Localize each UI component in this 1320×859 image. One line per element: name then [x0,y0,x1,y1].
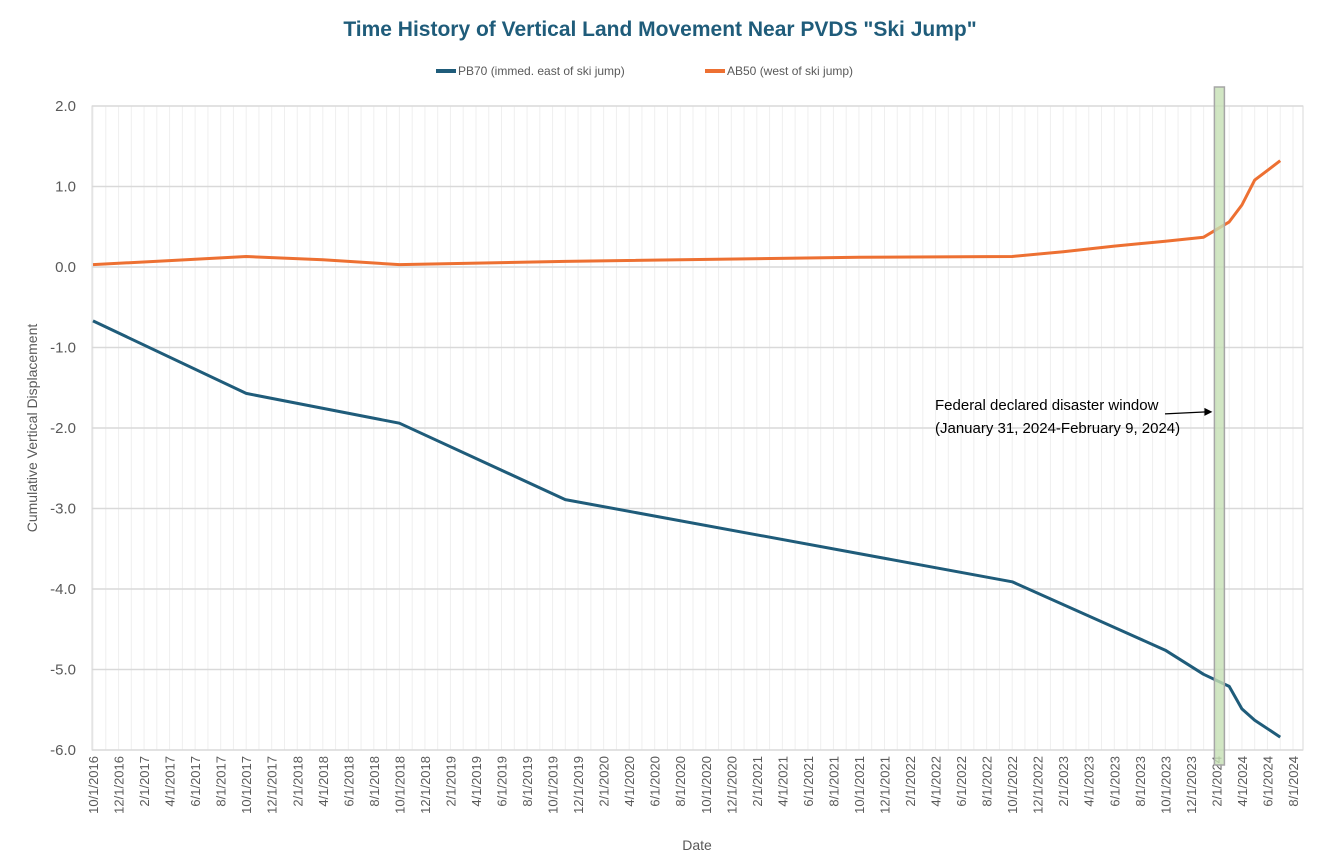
x-tick-label: 4/1/2020 [622,756,637,807]
y-axis-label: Cumulative Vertical Displacement [24,324,40,533]
x-tick-label: 8/1/2018 [367,756,382,807]
x-tick-label: 10/1/2022 [1005,756,1020,814]
x-tick-label: 4/1/2018 [316,756,331,807]
x-tick-label: 6/1/2021 [801,756,816,807]
x-tick-label: 2/1/2018 [290,756,305,807]
x-tick-label: 8/1/2021 [826,756,841,807]
series-line-ab50 [92,159,1282,267]
y-tick-label: 2.0 [55,98,76,115]
x-tick-label: 10/1/2016 [86,756,101,814]
x-tick-label: 12/1/2016 [112,756,127,814]
x-tick-label: 12/1/2023 [1184,756,1199,814]
x-tick-label: 4/1/2019 [469,756,484,807]
x-tick-label: 8/1/2017 [214,756,229,807]
x-tick-label: 10/1/2017 [239,756,254,814]
disaster-window-highlight [1213,86,1226,766]
x-tick-label: 2/1/2017 [137,756,152,807]
y-tick-label: -3.0 [50,501,76,518]
x-tick-label: 6/1/2024 [1260,756,1275,807]
x-tick-label: 6/1/2019 [495,756,510,807]
x-tick-label: 12/1/2020 [724,756,739,814]
y-tick-label: -5.0 [50,662,76,679]
x-axis-label: Date [682,837,712,853]
x-tick-label: 12/1/2018 [418,756,433,814]
x-tick-label: 12/1/2017 [265,756,280,814]
y-tick-label: -4.0 [50,581,76,598]
y-tick-label: -1.0 [50,340,76,357]
legend-label-pb70: PB70 (immed. east of ski jump) [458,64,625,78]
chart-title: Time History of Vertical Land Movement N… [343,18,976,41]
x-tick-label: 10/1/2023 [1158,756,1173,814]
x-tick-label: 8/1/2019 [520,756,535,807]
legend-label-ab50: AB50 (west of ski jump) [727,64,853,78]
x-tick-label: 6/1/2022 [954,756,969,807]
legend: PB70 (immed. east of ski jump) AB50 (wes… [436,64,853,78]
x-tick-label: 12/1/2022 [1031,756,1046,814]
x-tick-label: 2/1/2022 [903,756,918,807]
x-tick-label: 2/1/2020 [597,756,612,807]
series-line-pb70 [92,319,1282,739]
x-tick-label: 10/1/2021 [852,756,867,814]
y-tick-label: -2.0 [50,420,76,437]
x-tick-label: 4/1/2022 [929,756,944,807]
x-tick-label: 12/1/2019 [571,756,586,814]
annotation-line1: Federal declared disaster window [935,397,1159,414]
arrow-head-icon [1204,407,1213,416]
annotation-line2: (January 31, 2024-February 9, 2024) [935,420,1180,437]
x-tick-label: 6/1/2020 [648,756,663,807]
x-tick-label: 4/1/2024 [1235,756,1250,807]
x-tick-label: 8/1/2024 [1286,756,1301,807]
x-tick-label: 12/1/2021 [877,756,892,814]
x-tick-label: 4/1/2023 [1082,756,1097,807]
y-tick-label: 0.0 [55,259,76,276]
x-tick-label: 2/1/2019 [443,756,458,807]
x-tick-label: 2/1/2024 [1209,756,1224,807]
x-tick-label: 4/1/2021 [775,756,790,807]
x-tick-label: 2/1/2021 [750,756,765,807]
x-tick-label: 10/1/2018 [392,756,407,814]
x-tick-label: 10/1/2020 [699,756,714,814]
y-tick-label: -6.0 [50,742,76,759]
x-tick-label: 8/1/2022 [980,756,995,807]
x-tick-label: 6/1/2018 [341,756,356,807]
x-tick-label: 6/1/2023 [1107,756,1122,807]
x-tick-label: 2/1/2023 [1056,756,1071,807]
annotation-arrow [1164,411,1207,415]
x-tick-label: 6/1/2017 [188,756,203,807]
x-tick-label: 8/1/2020 [673,756,688,807]
x-tick-label: 10/1/2019 [546,756,561,814]
x-tick-label: 8/1/2023 [1133,756,1148,807]
y-tick-label: 1.0 [55,179,76,196]
x-tick-label: 4/1/2017 [163,756,178,807]
